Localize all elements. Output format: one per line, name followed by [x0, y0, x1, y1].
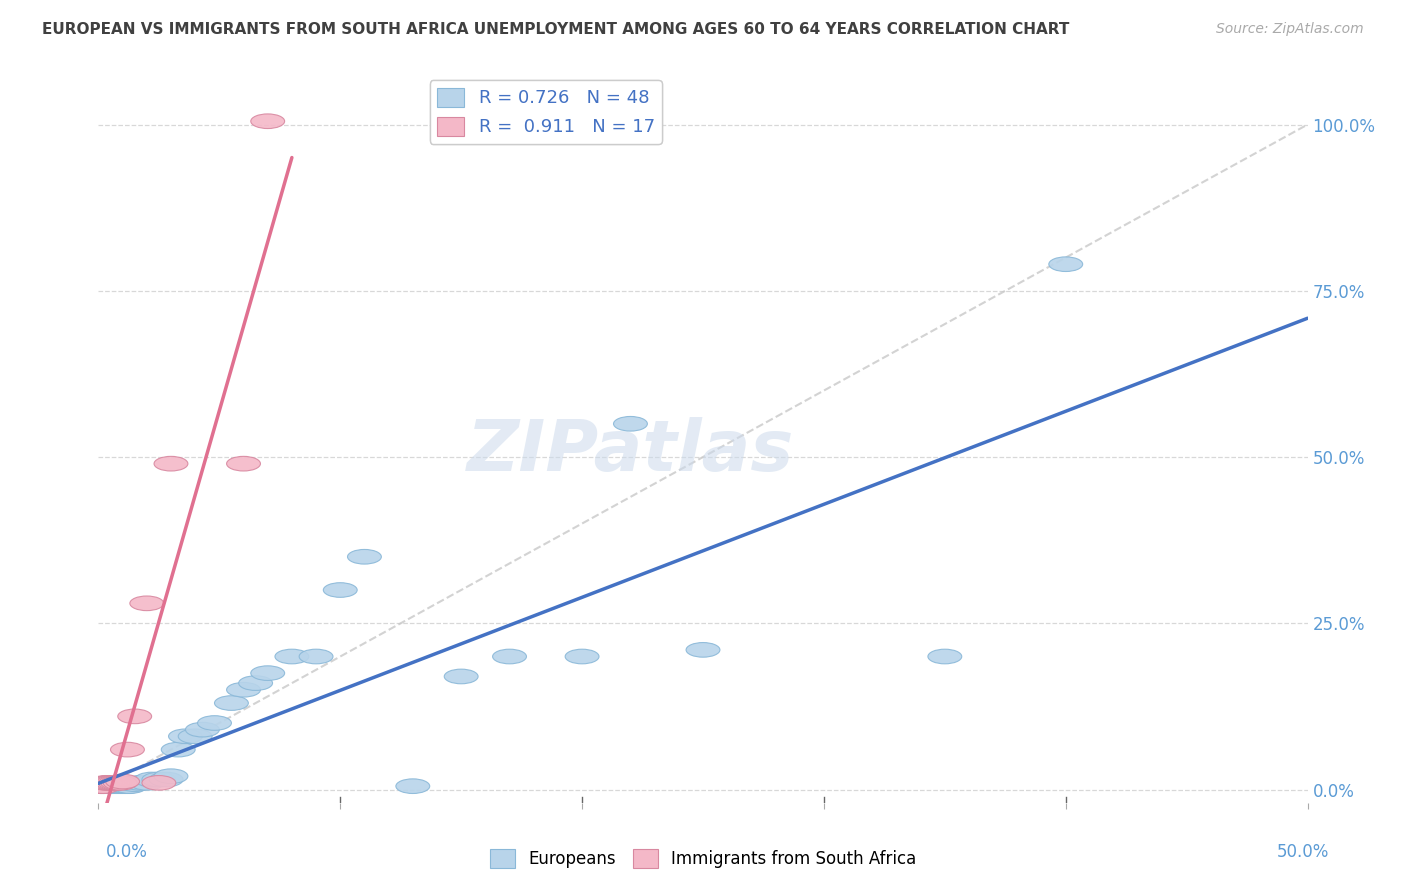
- Ellipse shape: [94, 779, 128, 794]
- Ellipse shape: [101, 779, 135, 794]
- Ellipse shape: [118, 709, 152, 723]
- Ellipse shape: [91, 778, 125, 792]
- Ellipse shape: [94, 775, 128, 790]
- Ellipse shape: [565, 649, 599, 664]
- Ellipse shape: [928, 649, 962, 664]
- Text: 50.0%: 50.0%: [1277, 843, 1329, 861]
- Ellipse shape: [250, 665, 284, 681]
- Ellipse shape: [89, 779, 122, 794]
- Ellipse shape: [103, 779, 138, 794]
- Ellipse shape: [105, 779, 139, 794]
- Ellipse shape: [103, 775, 138, 790]
- Ellipse shape: [215, 696, 249, 710]
- Legend: Europeans, Immigrants from South Africa: Europeans, Immigrants from South Africa: [484, 843, 922, 875]
- Ellipse shape: [89, 775, 122, 790]
- Ellipse shape: [149, 772, 183, 787]
- Ellipse shape: [142, 775, 176, 790]
- Ellipse shape: [169, 729, 202, 744]
- Ellipse shape: [94, 778, 128, 792]
- Ellipse shape: [89, 777, 122, 791]
- Ellipse shape: [492, 649, 526, 664]
- Ellipse shape: [276, 649, 309, 664]
- Ellipse shape: [96, 779, 129, 794]
- Ellipse shape: [142, 772, 176, 787]
- Ellipse shape: [129, 596, 163, 611]
- Ellipse shape: [396, 779, 430, 794]
- Ellipse shape: [111, 779, 145, 794]
- Ellipse shape: [135, 772, 169, 787]
- Text: EUROPEAN VS IMMIGRANTS FROM SOUTH AFRICA UNEMPLOYMENT AMONG AGES 60 TO 64 YEARS : EUROPEAN VS IMMIGRANTS FROM SOUTH AFRICA…: [42, 22, 1070, 37]
- Ellipse shape: [105, 778, 139, 792]
- Ellipse shape: [226, 682, 260, 697]
- Ellipse shape: [444, 669, 478, 684]
- Ellipse shape: [239, 676, 273, 690]
- Ellipse shape: [86, 777, 120, 791]
- Ellipse shape: [105, 774, 139, 789]
- Ellipse shape: [323, 582, 357, 598]
- Ellipse shape: [84, 777, 118, 791]
- Ellipse shape: [1049, 257, 1083, 271]
- Ellipse shape: [347, 549, 381, 564]
- Ellipse shape: [686, 642, 720, 657]
- Ellipse shape: [96, 775, 129, 790]
- Ellipse shape: [299, 649, 333, 664]
- Ellipse shape: [84, 779, 118, 794]
- Ellipse shape: [226, 457, 260, 471]
- Ellipse shape: [129, 775, 163, 790]
- Ellipse shape: [155, 457, 188, 471]
- Ellipse shape: [186, 723, 219, 737]
- Ellipse shape: [96, 778, 129, 792]
- Ellipse shape: [613, 417, 647, 431]
- Ellipse shape: [86, 779, 120, 794]
- Ellipse shape: [91, 775, 125, 790]
- Text: ZIPatlas: ZIPatlas: [467, 417, 794, 486]
- Ellipse shape: [112, 779, 146, 794]
- Ellipse shape: [86, 779, 120, 794]
- Ellipse shape: [98, 779, 132, 794]
- Ellipse shape: [108, 779, 142, 794]
- Ellipse shape: [98, 775, 132, 790]
- Ellipse shape: [162, 742, 195, 757]
- Ellipse shape: [198, 715, 232, 731]
- Ellipse shape: [155, 769, 188, 783]
- Ellipse shape: [250, 114, 284, 128]
- Ellipse shape: [111, 742, 145, 757]
- Ellipse shape: [122, 775, 156, 790]
- Ellipse shape: [84, 779, 118, 794]
- Ellipse shape: [91, 779, 125, 794]
- Text: Source: ZipAtlas.com: Source: ZipAtlas.com: [1216, 22, 1364, 37]
- Ellipse shape: [101, 775, 135, 790]
- Ellipse shape: [179, 729, 212, 744]
- Ellipse shape: [118, 777, 152, 791]
- Legend: R = 0.726   N = 48, R =  0.911   N = 17: R = 0.726 N = 48, R = 0.911 N = 17: [430, 80, 662, 144]
- Text: 0.0%: 0.0%: [105, 843, 148, 861]
